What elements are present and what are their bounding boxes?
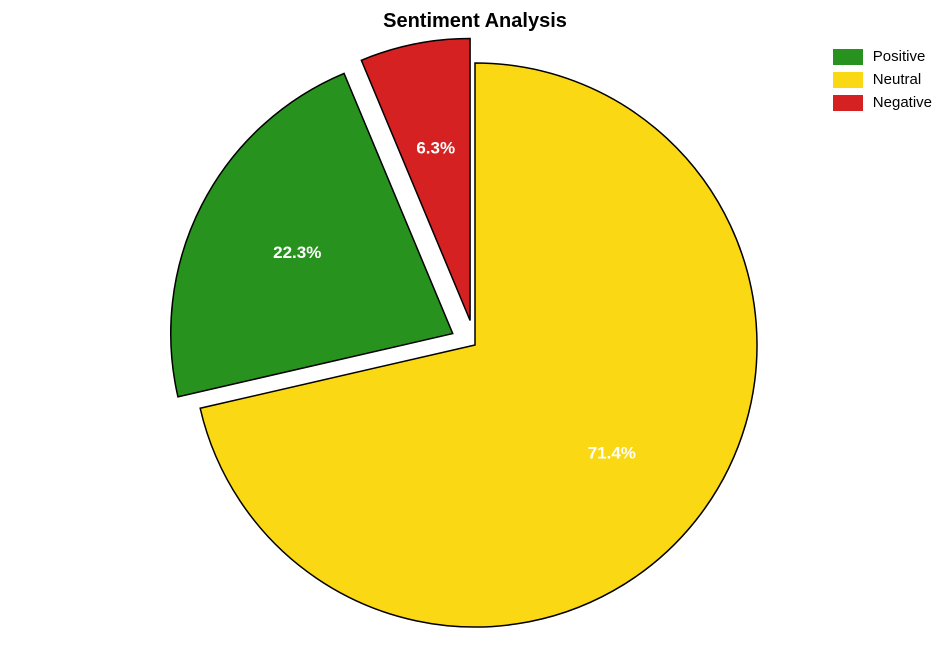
legend-swatch xyxy=(833,49,863,65)
slice-label-negative: 6.3% xyxy=(416,139,455,158)
legend: Positive Neutral Negative xyxy=(833,48,932,117)
legend-label: Negative xyxy=(873,94,932,111)
legend-swatch xyxy=(833,72,863,88)
sentiment-pie-chart: Sentiment Analysis 71.4%22.3%6.3% Positi… xyxy=(0,0,950,662)
legend-label: Positive xyxy=(873,48,926,65)
legend-item-negative: Negative xyxy=(833,94,932,111)
pie-svg: 71.4% 22.3% 6.3% xyxy=(0,0,950,662)
legend-swatch xyxy=(833,95,863,111)
legend-item-positive: Positive xyxy=(833,48,932,65)
slice-label-neutral: 71.4% xyxy=(588,443,636,462)
legend-item-neutral: Neutral xyxy=(833,71,932,88)
legend-label: Neutral xyxy=(873,71,921,88)
slice-label-positive: 22.3% xyxy=(273,243,321,262)
